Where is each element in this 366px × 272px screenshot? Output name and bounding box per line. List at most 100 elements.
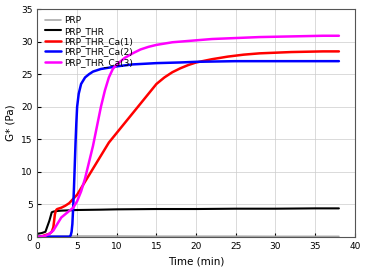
PRP_THR_Ca(1) [75, 193, 79, 196]
PRP_THR_Ca(3) [170, 41, 175, 44]
PRP_THR_Ca(2) [73, 141, 78, 144]
X-axis label: Time (min): Time (min) [168, 256, 224, 267]
PRP_THR_Ca(2) [70, 230, 74, 233]
PRP_THR [43, 230, 48, 233]
PRP_THR_Ca(2) [72, 187, 76, 190]
PRP_THR_Ca(2) [95, 69, 99, 72]
PRP_THR_Ca(1) [337, 50, 341, 53]
PRP_THR_Ca(2) [79, 82, 83, 86]
PRP_THR_Ca(1) [146, 92, 151, 95]
PRP_THR_Ca(3) [194, 39, 198, 42]
PRP [273, 235, 278, 238]
PRP [35, 235, 40, 238]
PRP_THR_Ca(3) [71, 206, 75, 209]
PRP_THR [59, 209, 63, 212]
PRP_THR [75, 208, 79, 212]
PRP_THR_Ca(3) [91, 144, 95, 147]
PRP_THR [99, 208, 103, 211]
PRP_THR [115, 208, 119, 211]
PRP_THR_Ca(1) [39, 235, 44, 238]
PRP_THR [194, 207, 198, 211]
PRP_THR_Ca(3) [66, 211, 70, 214]
PRP_THR_Ca(2) [87, 73, 91, 76]
PRP_THR [35, 232, 40, 235]
PRP_THR_Ca(3) [111, 67, 115, 71]
PRP_THR [55, 209, 60, 213]
PRP_THR_Ca(2) [67, 235, 71, 238]
PRP_THR_Ca(3) [321, 34, 325, 37]
PRP_THR_Ca(3) [103, 89, 107, 92]
PRP_THR_Ca(1) [59, 206, 63, 209]
PRP_THR_Ca(2) [74, 121, 79, 125]
PRP_THR_Ca(3) [186, 39, 190, 43]
PRP_THR [337, 207, 341, 210]
PRP_THR_Ca(1) [305, 50, 309, 53]
PRP_THR_Ca(1) [289, 50, 294, 54]
PRP_THR_Ca(2) [63, 235, 67, 238]
PRP_THR_Ca(3) [257, 35, 262, 39]
PRP_THR_Ca(3) [146, 45, 151, 48]
PRP_THR_Ca(1) [170, 71, 175, 74]
PRP_THR_Ca(1) [154, 82, 158, 86]
PRP_THR_Ca(3) [123, 56, 127, 60]
PRP_THR_Ca(3) [242, 36, 246, 39]
PRP_THR_Ca(2) [154, 61, 158, 65]
PRP_THR [47, 219, 52, 222]
PRP_THR_Ca(3) [99, 105, 103, 108]
PRP_THR_Ca(2) [75, 105, 79, 108]
PRP_THR_Ca(3) [75, 200, 79, 203]
Y-axis label: G* (Pa): G* (Pa) [5, 105, 16, 141]
PRP_THR_Ca(3) [154, 43, 158, 47]
PRP_THR_Ca(3) [210, 37, 214, 41]
PRP_THR_Ca(1) [54, 208, 59, 211]
PRP_THR_Ca(3) [273, 35, 278, 38]
PRP_THR_Ca(2) [59, 235, 63, 238]
PRP_THR_Ca(3) [63, 213, 67, 216]
PRP [51, 234, 56, 238]
PRP_THR_Ca(2) [71, 206, 75, 209]
PRP_THR_Ca(2) [130, 63, 135, 66]
PRP_THR_Ca(2) [337, 60, 341, 63]
PRP_THR_Ca(3) [55, 222, 60, 226]
PRP_THR_Ca(2) [313, 60, 317, 63]
PRP_THR_Ca(1) [55, 207, 60, 211]
PRP_THR_Ca(1) [63, 204, 67, 207]
PRP_THR_Ca(3) [162, 42, 167, 45]
PRP [59, 234, 63, 238]
PRP_THR [154, 207, 158, 211]
PRP_THR_Ca(2) [39, 235, 44, 238]
PRP_THR_Ca(3) [138, 48, 143, 51]
PRP_THR_Ca(2) [72, 164, 77, 167]
PRP [39, 235, 44, 238]
PRP_THR_Ca(3) [226, 37, 230, 40]
PRP_THR_Ca(2) [68, 233, 73, 237]
PRP [154, 235, 158, 238]
PRP_THR_Ca(3) [107, 76, 111, 79]
PRP_THR_Ca(1) [83, 180, 87, 183]
PRP_THR_Ca(1) [107, 141, 111, 144]
PRP_THR_Ca(1) [186, 63, 190, 67]
PRP_THR_Ca(1) [123, 121, 127, 125]
PRP_THR_Ca(1) [321, 50, 325, 53]
PRP_THR_Ca(3) [83, 177, 87, 180]
PRP_THR_Ca(2) [70, 222, 75, 226]
PRP_THR_Ca(1) [53, 209, 58, 213]
Line: PRP_THR_Ca(3): PRP_THR_Ca(3) [37, 36, 339, 237]
PRP [194, 235, 198, 238]
PRP_THR_Ca(2) [35, 235, 40, 239]
PRP_THR_Ca(1) [162, 76, 167, 79]
PRP_THR_Ca(1) [49, 230, 54, 233]
PRP_THR_Ca(1) [115, 131, 119, 134]
PRP_THR_Ca(1) [47, 232, 52, 235]
PRP_THR [49, 211, 54, 214]
PRP_THR_Ca(2) [91, 70, 95, 73]
Line: PRP_THR_Ca(1): PRP_THR_Ca(1) [37, 51, 339, 237]
PRP_THR [313, 207, 317, 210]
PRP_THR_Ca(1) [51, 226, 56, 229]
PRP_THR_Ca(2) [76, 92, 81, 95]
PRP_THR_Ca(1) [210, 58, 214, 61]
PRP [313, 235, 317, 238]
PRP_THR_Ca(2) [43, 235, 48, 238]
PRP_THR_Ca(2) [115, 65, 119, 68]
PRP_THR_Ca(3) [289, 35, 294, 38]
